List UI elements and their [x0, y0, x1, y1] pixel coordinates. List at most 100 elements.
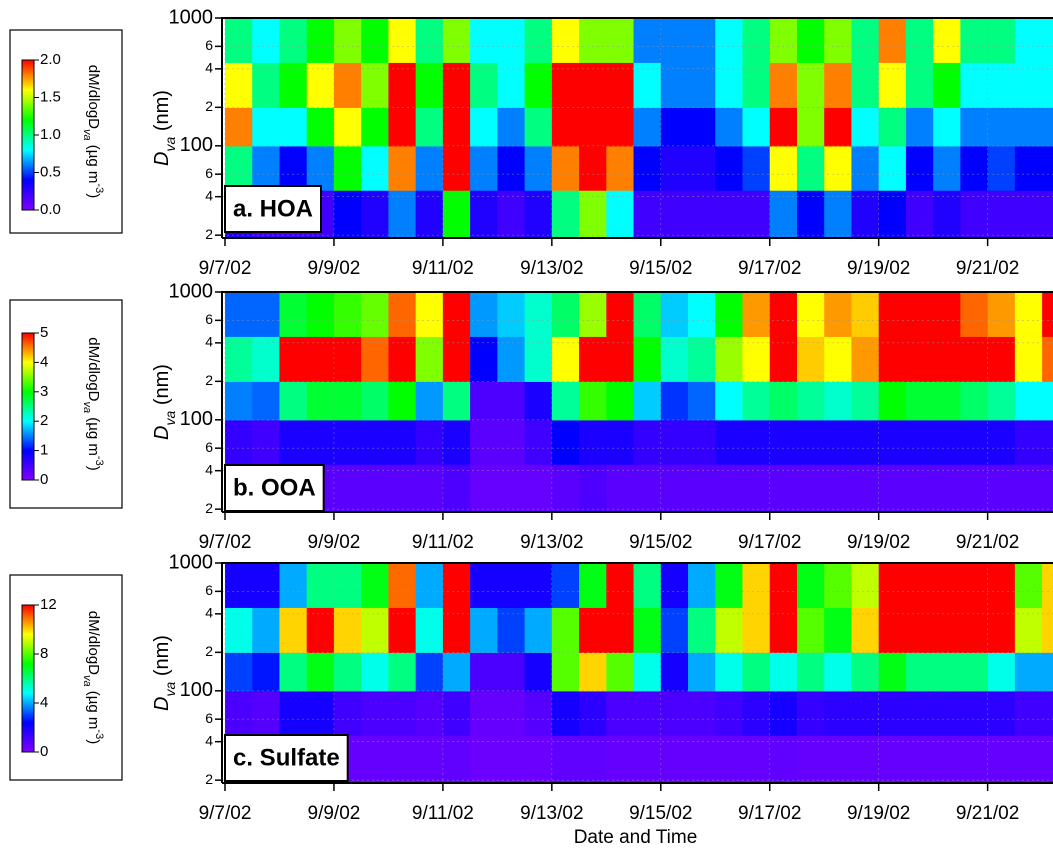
y-tick-label: 6 — [205, 439, 213, 455]
heatmap-cell — [333, 18, 362, 63]
y-tick-label: 6 — [205, 165, 213, 181]
heatmap-cell — [878, 464, 907, 512]
heatmap-cell — [851, 735, 880, 783]
panel-label-bg — [224, 185, 323, 233]
heatmap-cell — [361, 652, 390, 692]
heatmap-cell — [388, 419, 417, 465]
colorbar — [21, 332, 35, 481]
heatmap-cell — [851, 145, 880, 191]
heatmap-cell — [633, 62, 662, 108]
heatmap-cell — [524, 735, 553, 783]
heatmap-cell — [633, 607, 662, 653]
heatmap-cell — [769, 336, 798, 382]
heatmap-cell — [851, 336, 880, 382]
colorbar — [21, 604, 35, 753]
heatmap-cell — [579, 563, 607, 608]
heatmap-cell — [1014, 336, 1043, 382]
heatmap-cell — [497, 18, 526, 63]
heatmap-cell — [551, 381, 580, 421]
heatmap-cell — [470, 190, 498, 238]
heatmap-cell — [878, 419, 907, 465]
heatmap-cell — [1042, 464, 1053, 512]
heatmap-cell — [688, 735, 716, 783]
heatmap-cell — [524, 563, 553, 608]
heatmap-cell — [851, 62, 880, 108]
heatmap-cell — [688, 145, 716, 191]
heatmap-cell — [987, 563, 1016, 608]
heatmap-cell — [551, 62, 580, 108]
heatmap-cell — [524, 607, 553, 653]
heatmap-cell — [1042, 563, 1053, 608]
heatmap-cell — [579, 381, 607, 421]
heatmap-cell — [742, 563, 771, 608]
heatmap-cell — [633, 18, 662, 63]
y-axis-label-part: va — [162, 411, 178, 426]
heatmap-cell — [333, 292, 362, 337]
heatmap-cell — [660, 607, 689, 653]
heatmap-cell — [470, 464, 498, 512]
axis-frame — [221, 17, 1053, 239]
heatmap-cell — [415, 652, 444, 692]
heatmap-cell — [851, 381, 880, 421]
heatmap-cell — [960, 563, 989, 608]
heatmap-cell — [769, 690, 798, 736]
heatmap-cell — [224, 145, 253, 191]
heatmap-cell — [224, 292, 253, 337]
heatmap-cell — [551, 336, 580, 382]
heatmap-cell — [1014, 292, 1043, 337]
heatmap-cell — [333, 336, 362, 382]
heatmap-cell — [442, 652, 471, 692]
heatmap-cell — [851, 563, 880, 608]
colorbar-tick-label: 0 — [40, 743, 48, 760]
heatmap-cell — [497, 419, 526, 465]
x-tick-label: 9/13/02 — [520, 803, 583, 824]
heatmap-cell — [606, 735, 635, 783]
heatmap-cell — [851, 292, 880, 337]
heatmap-cell — [470, 690, 498, 736]
heatmap-cell — [660, 336, 689, 382]
heatmap-cell — [361, 381, 390, 421]
heatmap-cell — [333, 419, 362, 465]
heatmap-cell — [524, 107, 553, 147]
heatmap-cell — [688, 107, 716, 147]
heatmap-cell — [633, 145, 662, 191]
panel: 2 4 6 100 2 4 6 1000 9/7/02 9/9/02 9/11/02 9/13/02 9… — [9, 6, 1053, 279]
heatmap-cell — [796, 18, 825, 63]
heatmap-cell — [497, 190, 526, 238]
heatmap-cell — [796, 336, 825, 382]
heatmap-cell — [470, 336, 498, 382]
heatmap-cell — [688, 62, 716, 108]
colorbar-tick-label: 0.5 — [40, 163, 61, 180]
heatmap-cell — [960, 464, 989, 512]
heatmap-cell — [824, 292, 853, 337]
heatmap-cell — [470, 145, 498, 191]
heatmap-cell — [224, 607, 253, 653]
heatmap-cell — [606, 145, 635, 191]
heatmap-cell — [606, 107, 635, 147]
colorbar-title: dM/dlogDva (µg m-3) — [81, 611, 105, 744]
heatmap-cell — [933, 190, 961, 238]
heatmap-cell — [878, 190, 907, 238]
heatmap-cell — [796, 563, 825, 608]
heatmap-cell — [851, 107, 880, 147]
y-axis-label: Dva (nm) — [151, 90, 177, 166]
heatmap-cell — [796, 381, 825, 421]
colorbar-tick-label: 12 — [40, 596, 57, 613]
heatmap-cell — [252, 336, 281, 382]
heatmap-cell — [796, 464, 825, 512]
heatmap-cell — [960, 190, 989, 238]
heatmap-cell — [497, 464, 526, 512]
x-tick-label: 9/21/02 — [956, 532, 1019, 553]
heatmap-cell — [1014, 690, 1043, 736]
x-tick-label: 9/21/02 — [956, 258, 1019, 279]
heatmap-cell — [1042, 292, 1053, 337]
heatmap-cell — [415, 464, 444, 512]
heatmap-cell — [442, 419, 471, 465]
heatmap-cell — [715, 652, 744, 692]
heatmap-cell — [742, 735, 771, 783]
y-tick-label: 2 — [205, 226, 213, 242]
heatmap-cell — [633, 563, 662, 608]
heatmap-cell — [579, 464, 607, 512]
x-tick-label: 9/7/02 — [199, 532, 252, 553]
heatmap-cell — [769, 652, 798, 692]
